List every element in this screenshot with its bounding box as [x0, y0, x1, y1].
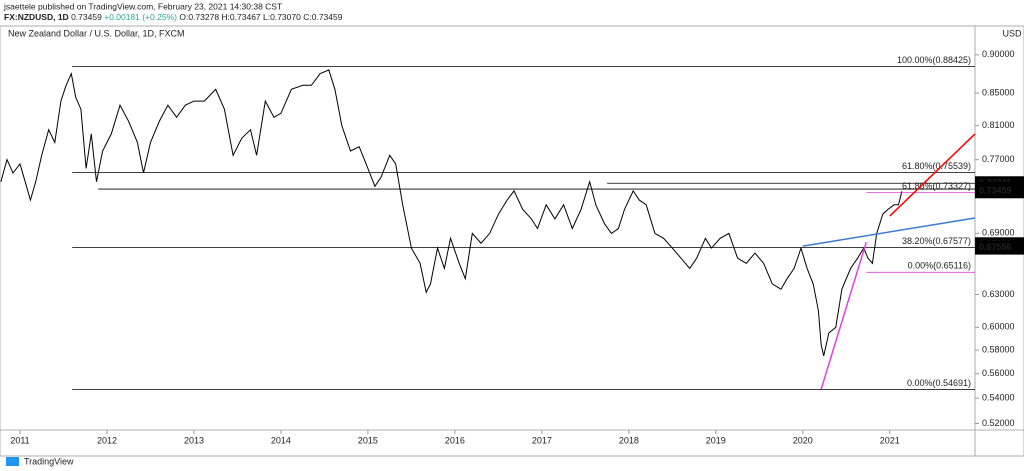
fib-label: 61.80%(0.75539) — [902, 161, 971, 171]
x-tick-label: 2015 — [358, 435, 378, 445]
x-tick-label: 2019 — [706, 435, 726, 445]
y-tick-label: 0.58000 — [982, 344, 1015, 354]
y-tick-label: 0.63000 — [982, 289, 1015, 299]
trendline — [889, 133, 976, 217]
x-tick-label: 2013 — [184, 435, 204, 445]
y-tick-label: 0.90000 — [982, 49, 1015, 59]
price-label-box — [975, 240, 1024, 255]
change: +0.00181 (+0.25%) — [104, 12, 177, 22]
footer-brand: TradingView — [24, 456, 74, 466]
x-tick-label: 2011 — [10, 435, 29, 445]
y-tick-label: 0.85000 — [982, 88, 1015, 98]
x-tick-label: 2020 — [793, 435, 813, 445]
chart-title: New Zealand Dollar / U.S. Dollar, 1D, FX… — [8, 28, 185, 38]
y-tick-label: 0.56000 — [982, 368, 1015, 378]
high: H:0.73467 — [221, 12, 260, 22]
logo — [6, 457, 19, 466]
y-tick-label: 0.81000 — [982, 120, 1015, 130]
ohlc-line: FX:NZDUSD, 1D 0.73459 +0.00181 (+0.25%) … — [4, 12, 343, 22]
x-tick-label: 2021 — [880, 435, 900, 445]
low: L:0.73070 — [263, 12, 301, 22]
price-label: 0.73459 — [979, 186, 1012, 196]
symbol: FX:NZDUSD, 1D — [4, 12, 69, 22]
x-tick-label: 2018 — [619, 435, 639, 445]
open: O:0.73278 — [179, 12, 219, 22]
fib-label: 0.00%(0.54691) — [907, 378, 971, 388]
trendline — [802, 217, 976, 247]
x-tick-label: 2014 — [271, 435, 291, 445]
x-tick-label: 2016 — [445, 435, 465, 445]
close: C:0.73459 — [303, 12, 342, 22]
fib-label: 100.00%(0.88425) — [897, 55, 971, 65]
price-label-box — [975, 184, 1024, 199]
fib-label: 0.00%(0.65116) — [908, 261, 971, 271]
y-tick-label: 0.54000 — [982, 393, 1015, 403]
fib-label: 61.80%(0.73327) — [902, 181, 971, 191]
fib-label: 38.20%(0.67577) — [902, 236, 971, 246]
currency: USD — [1002, 28, 1022, 38]
y-tick-label: 0.77000 — [982, 154, 1015, 164]
last: 0.73459 — [71, 12, 102, 22]
price-label: 0.67556 — [979, 242, 1012, 252]
price-line — [0, 69, 903, 357]
plot: 0.90000 0.85000 0.81000 0.77000 0.69000 0.630… — [0, 49, 1024, 445]
frame — [0, 25, 1024, 457]
publisher: jsaettele published on TradingView.com, … — [3, 1, 282, 11]
trendline — [820, 241, 867, 390]
x-tick-label: 2017 — [532, 435, 552, 445]
x-tick-label: 2012 — [97, 435, 117, 445]
y-tick-label: 0.69000 — [982, 228, 1015, 238]
y-tick-label: 0.60000 — [982, 322, 1015, 332]
y-tick-label: 0.52000 — [982, 418, 1015, 428]
